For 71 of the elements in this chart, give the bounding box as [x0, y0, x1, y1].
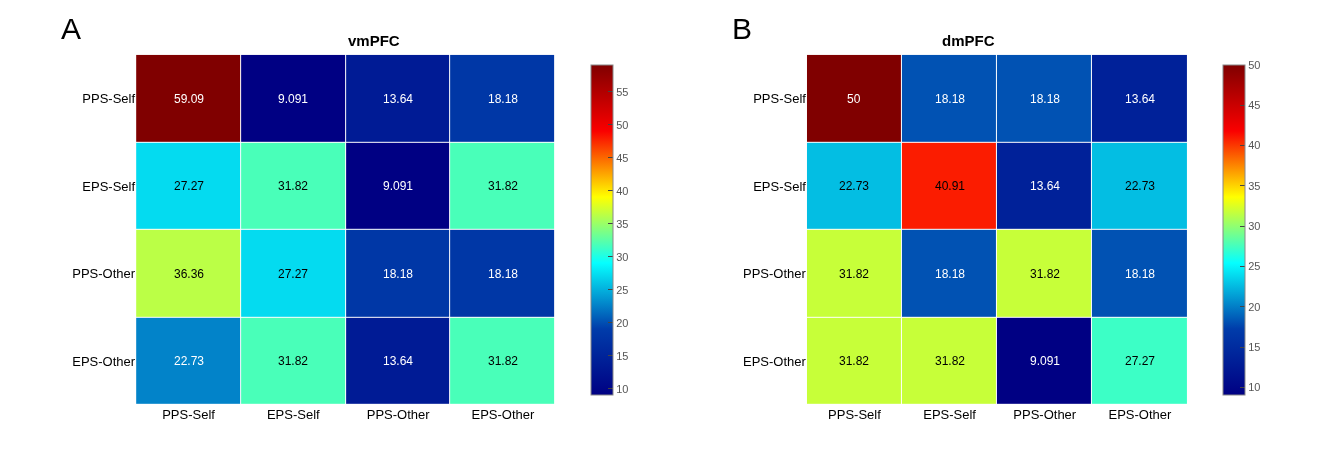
color-bar-label: 30 — [616, 250, 629, 263]
color-bar-label: 10 — [1248, 381, 1261, 394]
color-bar-label: 50 — [616, 118, 629, 131]
x-tick-label: EPS-Other — [1108, 406, 1172, 422]
x-tick-label: EPS-Other — [471, 406, 536, 422]
data-label: 31.82 — [488, 354, 519, 368]
data-label: 22.73 — [1125, 179, 1156, 193]
data-label: 13.64 — [1125, 92, 1156, 106]
color-bar-label: 55 — [616, 85, 629, 98]
x-tick-label: EPS-Self — [266, 406, 321, 422]
color-bar-label: 15 — [616, 349, 629, 362]
data-label: 31.82 — [278, 354, 309, 368]
data-label: 18.18 — [1125, 267, 1156, 281]
data-label: 9.091 — [383, 179, 414, 193]
x-tick-label: EPS-Self — [923, 406, 977, 422]
data-label: 31.82 — [278, 179, 309, 193]
y-tick-label: PPS-Self — [753, 91, 807, 107]
y-tick-label: PPS-Other — [72, 266, 136, 282]
text: B — [732, 12, 753, 45]
x-tick-label: PPS-Self — [162, 406, 216, 422]
color-bar-label: 40 — [616, 184, 629, 197]
y-tick-label: PPS-Self — [82, 91, 136, 107]
color-bar-label: 45 — [616, 151, 629, 164]
data-label: 27.27 — [278, 267, 309, 281]
y-tick-label: EPS-Self — [82, 178, 136, 194]
data-label: 31.82 — [1030, 267, 1061, 281]
text: A — [61, 12, 82, 45]
data-label: 13.64 — [383, 92, 414, 106]
color-bar-label: 20 — [616, 316, 629, 329]
data-label: 31.82 — [839, 354, 870, 368]
color-bar-label: 35 — [1248, 179, 1261, 192]
data-label: 27.27 — [174, 179, 205, 193]
data-label: 31.82 — [488, 179, 519, 193]
color-bar-label: 20 — [1248, 300, 1261, 313]
color-bar-label: 15 — [1248, 340, 1261, 353]
color-bar-label: 25 — [616, 283, 629, 296]
data-label: 18.18 — [488, 267, 519, 281]
data-label: 18.18 — [488, 92, 519, 106]
color-bar-label: 25 — [1248, 260, 1261, 273]
y-tick-label: EPS-Other — [743, 353, 807, 369]
data-label: 50 — [847, 92, 861, 106]
y-tick-label: PPS-Other — [743, 266, 807, 282]
data-label: 18.18 — [1030, 92, 1061, 106]
data-label: 27.27 — [1125, 354, 1156, 368]
data-label: 31.82 — [935, 354, 966, 368]
data-label: 13.64 — [383, 354, 414, 368]
data-label: 22.73 — [174, 354, 205, 368]
chart-title: vmPFC — [348, 32, 400, 49]
color-bar-label: 30 — [1248, 219, 1261, 232]
data-label: 18.18 — [935, 267, 966, 281]
x-tick-label: PPS-Other — [366, 406, 431, 422]
data-label: 40.91 — [935, 179, 966, 193]
chart-title: dmPFC — [942, 32, 995, 49]
data-label: 9.091 — [1030, 354, 1061, 368]
color-bar-label: 45 — [1248, 98, 1261, 111]
x-tick-label: PPS-Other — [1013, 406, 1077, 422]
data-label: 31.82 — [839, 267, 870, 281]
y-tick-label: EPS-Other — [72, 353, 136, 369]
x-tick-label: PPS-Self — [828, 406, 882, 422]
color-bar-label: 50 — [1248, 58, 1261, 71]
data-label: 22.73 — [839, 179, 870, 193]
color-bar-label: 35 — [616, 217, 629, 230]
data-label: 18.18 — [383, 267, 414, 281]
data-label: 59.09 — [174, 92, 205, 106]
color-bar-label: 10 — [616, 382, 629, 395]
data-label: 36.36 — [174, 267, 205, 281]
y-tick-label: EPS-Self — [753, 178, 807, 194]
data-label: 13.64 — [1030, 179, 1061, 193]
data-label: 18.18 — [935, 92, 966, 106]
color-bar-label: 40 — [1248, 139, 1261, 152]
data-label: 9.091 — [278, 92, 309, 106]
